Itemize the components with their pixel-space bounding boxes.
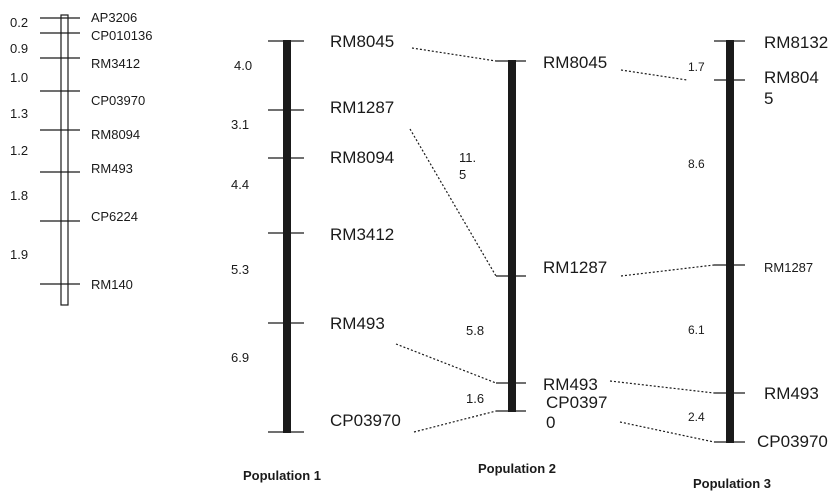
population-2-marker: RM8045 [543, 53, 607, 72]
population-2-distance: 1.6 [466, 391, 484, 406]
population-3-distance: 6.1 [688, 323, 705, 337]
small-map-chromosome [60, 14, 69, 306]
rm493-link-p1-p2 [395, 343, 497, 384]
population-2-marker: CP0397 0 [546, 393, 607, 432]
small-map-distance: 0.2 [10, 15, 28, 30]
population-1-title: Population 1 [243, 468, 321, 483]
population-2-marker: RM493 [543, 375, 598, 394]
small-map-marker: CP6224 [91, 209, 138, 224]
small-map-marker: AP3206 [91, 10, 137, 25]
small-map-marker: RM3412 [91, 56, 140, 71]
population-1-marker: RM493 [330, 314, 385, 333]
small-map: AP3206 CP010136 RM3412 CP03970 RM8094 RM… [10, 10, 152, 306]
population-1-marker: RM3412 [330, 225, 394, 244]
population-1-marker: RM8094 [330, 148, 394, 167]
cp03970-link-p1-p2 [413, 410, 497, 433]
small-map-marker: RM140 [91, 277, 133, 292]
small-map-distance: 0.9 [10, 41, 28, 56]
population-3-distance: 8.6 [688, 157, 705, 171]
population-1-marker: RM1287 [330, 98, 394, 117]
population-1-distance: 4.4 [231, 177, 249, 192]
rm1287-link-p2-p3 [620, 264, 715, 277]
population-1-distance: 6.9 [231, 350, 249, 365]
population-3-marker: RM8132 [764, 33, 828, 52]
population-1-chromosome [283, 40, 291, 433]
small-map-distance: 1.9 [10, 247, 28, 262]
population-1-distance: 4.0 [234, 58, 252, 73]
population-1-distance: 3.1 [231, 117, 249, 132]
small-map-distance: 1.2 [10, 143, 28, 158]
population-1-marker: CP03970 [330, 411, 401, 430]
population-2-map: RM8045 RM1287 RM493 CP0397 0 11. 5 5.8 1.6… [459, 53, 607, 476]
small-map-distance: 1.0 [10, 70, 28, 85]
small-map-distance: 1.8 [10, 188, 28, 203]
population-3-chromosome [726, 40, 734, 443]
cp03970-link-p2-p3 [619, 421, 715, 443]
population-3-marker: RM1287 [764, 260, 813, 275]
population-2-marker: RM1287 [543, 258, 607, 277]
rm1287-link-p1-p2 [409, 128, 497, 277]
population-2-distance: 5.8 [466, 323, 484, 338]
population-2-title: Population 2 [478, 461, 556, 476]
rm8045-link-p1-p2 [411, 47, 497, 62]
population-1-distance: 5.3 [231, 262, 249, 277]
population-3-distance: 2.4 [688, 410, 705, 424]
small-map-distance: 1.3 [10, 106, 28, 121]
population-3-marker: CP03970 [757, 432, 828, 451]
small-map-marker: RM493 [91, 161, 133, 176]
population-2-distance: 11. 5 [459, 150, 476, 182]
small-map-marker: RM8094 [91, 127, 140, 142]
population-3-marker: RM493 [764, 384, 819, 403]
rm8045-link-p2-p3 [620, 69, 688, 81]
correspondence-lines [395, 47, 715, 443]
population-3-distance: 1.7 [688, 60, 705, 74]
population-1-marker: RM8045 [330, 32, 394, 51]
population-3-map: RM8132 RM804 5 RM1287 RM493 CP03970 1.7 8… [688, 33, 828, 491]
population-2-chromosome [508, 60, 516, 412]
population-1-map: RM8045 RM1287 RM8094 RM3412 RM493 CP0397… [231, 32, 401, 483]
population-3-marker: RM804 5 [764, 68, 819, 108]
population-3-title: Population 3 [693, 476, 771, 491]
small-map-marker: CP03970 [91, 93, 145, 108]
small-map-marker: CP010136 [91, 28, 152, 43]
rm493-link-p2-p3 [609, 380, 715, 394]
